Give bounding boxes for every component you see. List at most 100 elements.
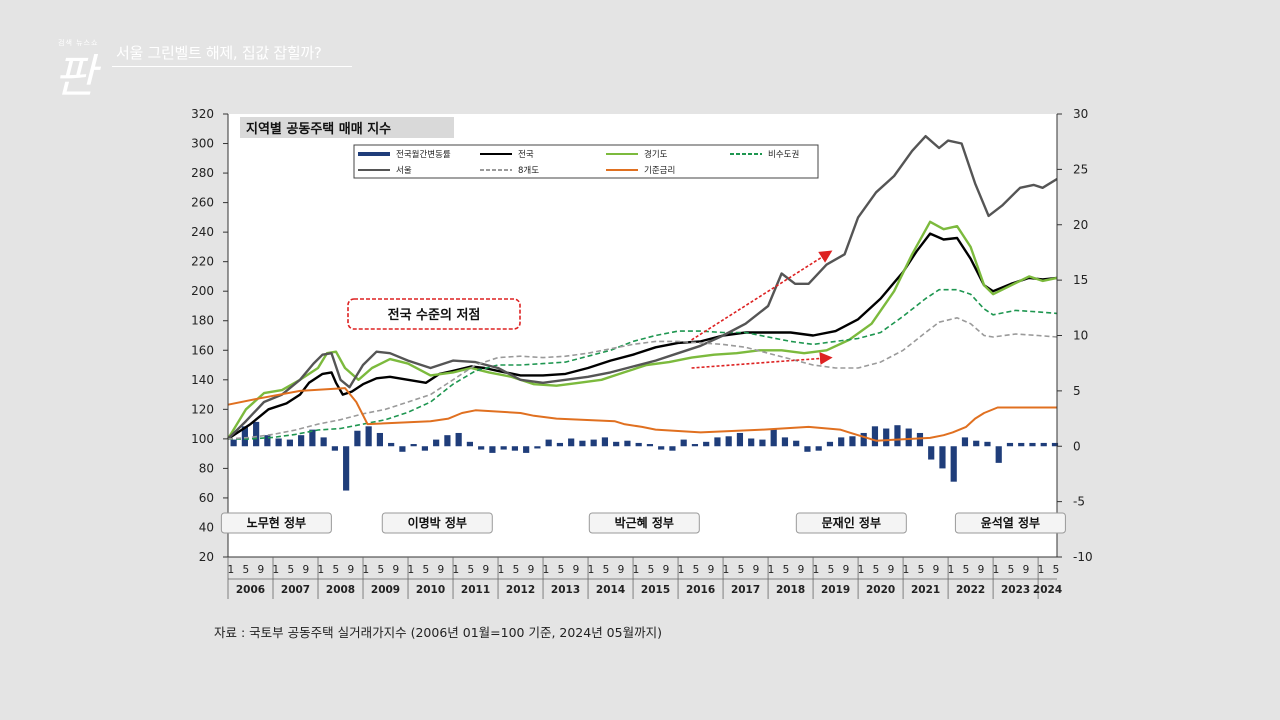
monthly-change-bar: [995, 446, 1002, 463]
month-tick-label: 5: [693, 564, 700, 576]
month-tick-label: 9: [528, 564, 535, 576]
monthly-change-bar: [410, 444, 417, 447]
month-tick-label: 9: [843, 564, 850, 576]
month-tick-label: 9: [303, 564, 310, 576]
monthly-change-bar: [736, 432, 744, 447]
monthly-change-bar: [354, 430, 361, 447]
right-tick-label: 10: [1073, 329, 1088, 343]
year-tick-label: 2021: [911, 584, 940, 596]
month-tick-label: 9: [573, 564, 580, 576]
month-tick-label: 1: [318, 564, 325, 576]
government-label: 노무현 정부: [247, 515, 306, 530]
monthly-change-bar: [826, 441, 834, 447]
right-tick-label: 20: [1073, 218, 1088, 232]
legend-label: 8개도: [518, 165, 539, 176]
month-tick-label: 1: [543, 564, 550, 576]
monthly-change-bar: [511, 446, 519, 451]
monthly-change-bar: [264, 435, 271, 447]
year-tick-label: 2019: [821, 584, 850, 596]
monthly-change-bar: [815, 446, 822, 451]
monthly-change-bar: [568, 438, 575, 447]
monthly-change-bar: [545, 439, 552, 447]
month-tick-label: 5: [333, 564, 340, 576]
left-tick-label: 60: [199, 491, 214, 505]
monthly-change-bar: [624, 440, 631, 447]
left-tick-label: 300: [191, 137, 214, 151]
month-tick-label: 9: [438, 564, 445, 576]
month-tick-label: 1: [993, 564, 1000, 576]
index-lines: [226, 135, 1058, 442]
monthly-change-bar: [309, 429, 316, 447]
series-line-비수도권: [228, 288, 1058, 440]
monthly-change-bar: [703, 441, 710, 447]
left-tick-label: 40: [199, 520, 214, 534]
month-tick-label: 9: [888, 564, 895, 576]
monthly-change-bar: [478, 446, 485, 450]
year-tick-label: 2020: [866, 584, 895, 596]
year-tick-label: 2013: [551, 584, 580, 596]
legend-label: 비수도권: [768, 149, 799, 160]
monthly-change-bar: [388, 442, 395, 447]
monthly-change-bar: [646, 444, 654, 447]
left-tick-label: 80: [199, 461, 214, 475]
month-tick-label: 1: [768, 564, 775, 576]
monthly-change-bar: [961, 437, 969, 447]
monthly-change-bar: [1051, 442, 1059, 447]
month-tick-label: 5: [378, 564, 385, 576]
annotation-text: 전국 수준의 저점: [388, 307, 481, 323]
right-tick-label: 30: [1073, 107, 1088, 121]
left-tick-label: 320: [191, 107, 214, 121]
monthly-change-bar: [399, 446, 406, 452]
monthly-change-bar: [534, 446, 541, 449]
month-tick-label: 5: [648, 564, 655, 576]
month-tick-label: 9: [393, 564, 400, 576]
program-logo: 검색 뉴스쇼 판 서울 그린벨트 해제, 집값 잡힐까?: [52, 36, 362, 106]
monthly-change-bar: [1029, 442, 1036, 447]
headline-underline: [112, 66, 352, 67]
legend-label: 서울: [396, 166, 412, 176]
month-tick-label: 5: [468, 564, 475, 576]
monthly-change-bar: [230, 439, 237, 447]
monthly-change-bar: [928, 446, 935, 460]
year-tick-label: 2012: [506, 584, 535, 596]
month-tick-label: 9: [663, 564, 670, 576]
month-tick-label: 9: [753, 564, 760, 576]
government-label-box: [795, 512, 907, 534]
month-tick-label: 5: [1053, 564, 1060, 576]
monthly-change-bar: [455, 432, 462, 447]
month-tick-label: 5: [513, 564, 520, 576]
plot-frame: [228, 114, 1057, 557]
monthly-change-bar: [860, 432, 867, 447]
month-tick-label: 1: [948, 564, 955, 576]
series-line-경기도: [226, 220, 1058, 440]
monthly-change-bar: [781, 437, 789, 447]
monthly-change-bar: [286, 439, 293, 447]
month-tick-label: 1: [903, 564, 910, 576]
year-tick-label: 2014: [596, 584, 625, 596]
monthly-change-bar: [331, 446, 338, 451]
month-tick-label: 5: [963, 564, 970, 576]
month-tick-label: 9: [978, 564, 985, 576]
month-tick-label: 9: [258, 564, 265, 576]
government-label: 윤석열 정부: [981, 515, 1040, 530]
month-tick-label: 9: [348, 564, 355, 576]
chart-title-box: 지역별 공동주택 매매 지수: [240, 117, 454, 138]
month-tick-label: 1: [633, 564, 640, 576]
year-tick-label: 2007: [281, 584, 310, 596]
month-tick-label: 9: [483, 564, 490, 576]
right-tick-label: 5: [1073, 384, 1081, 398]
month-tick-label: 1: [858, 564, 865, 576]
month-tick-label: 9: [933, 564, 940, 576]
month-tick-label: 1: [453, 564, 460, 576]
monthly-change-bars: [230, 421, 1059, 491]
monthly-change-bar: [275, 438, 282, 447]
monthly-change-bar: [298, 435, 305, 447]
brand-glyph-text: 판: [54, 49, 102, 103]
right-tick-label: -10: [1073, 550, 1093, 564]
left-tick-label: 220: [191, 255, 214, 269]
trend-arrow: [691, 250, 833, 341]
monthly-change-bar: [590, 439, 597, 447]
government-label: 문재인 정부: [822, 515, 881, 530]
monthly-change-bar: [444, 435, 451, 447]
